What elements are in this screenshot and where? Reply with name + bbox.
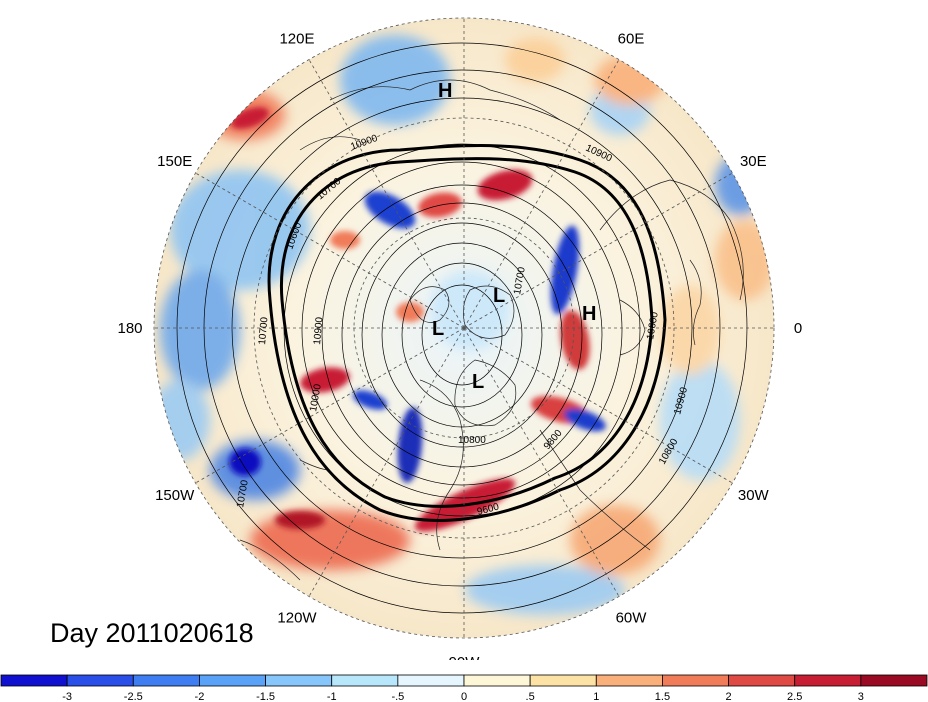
- colorbar-swatch: [331, 674, 399, 687]
- colorbar-tick-label: 0: [461, 691, 467, 702]
- colorbar-swatch: [265, 674, 333, 687]
- meridian-line: [308, 327, 465, 597]
- longitude-label: 90W: [449, 654, 481, 660]
- contour-label: 10900: [312, 316, 325, 345]
- colorbar-swatch: [66, 674, 134, 687]
- meridian-line: [463, 327, 620, 597]
- colorbar-swatch: [794, 674, 862, 687]
- colorbar-tick-label: -3: [62, 691, 72, 702]
- colorbar-tick-label: -1.5: [256, 691, 275, 702]
- meridian-lines: [154, 18, 774, 638]
- meridian-line: [308, 59, 465, 329]
- colorbar-swatch: [0, 674, 68, 687]
- meridian-line: [195, 327, 465, 484]
- contour-label: 10800: [458, 435, 486, 446]
- contour-label: 10700: [235, 479, 251, 509]
- longitude-label: 150E: [157, 153, 192, 170]
- contour-label: 10700: [512, 266, 528, 296]
- longitude-label: 120W: [277, 609, 317, 626]
- colorbar-tick-label: 1.5: [655, 691, 670, 702]
- meridian-line: [463, 327, 733, 484]
- meridian-line: [195, 172, 465, 329]
- contour-label: 10700: [257, 316, 270, 345]
- colorbar-tick-label: .5: [526, 691, 535, 702]
- contour-label: 10000: [308, 383, 324, 413]
- contour-label: 10600: [645, 311, 661, 341]
- longitude-labels: 90E 60E 30E 0 30W 60W 90W 120W 150W 180 150E 120E: [117, 0, 802, 660]
- low-pressure-label: L: [432, 318, 444, 340]
- day-title: Day 2011020618: [50, 618, 254, 648]
- colorbar-swatch: [463, 674, 531, 687]
- low-pressure-label: L: [472, 371, 484, 393]
- colorbar-swatch: [595, 674, 663, 687]
- colorbar: -3 -2.5 -2 -1.5 -1 -.5 0 .5 1 1.5 2 2.5 3: [0, 673, 928, 702]
- colorbar-tick-label: 3: [858, 691, 864, 702]
- longitude-label: 180: [117, 320, 142, 337]
- colorbar-swatch: [199, 674, 266, 687]
- pressure-system-labels: H L L L H: [432, 80, 596, 393]
- longitude-label: 30E: [740, 153, 767, 170]
- low-pressure-label: L: [493, 285, 505, 307]
- meridian-line: [463, 172, 733, 329]
- colorbar-swatch: [662, 674, 729, 687]
- longitude-label: 120E: [279, 31, 314, 48]
- colorbar-tick-label: -.5: [391, 691, 404, 702]
- longitude-label: 90E: [451, 0, 478, 3]
- colorbar-swatch: [860, 674, 928, 687]
- longitude-label: 0: [794, 320, 802, 337]
- colorbar-tick-label: 1: [593, 691, 599, 702]
- longitude-label: 60W: [616, 609, 648, 626]
- colorbar-swatch: [728, 674, 796, 687]
- meridian-line: [463, 59, 620, 329]
- colorbar-tick-label: 2.5: [787, 691, 802, 702]
- longitude-label: 60E: [618, 31, 645, 48]
- colorbar-swatch: [132, 674, 200, 687]
- high-pressure-label: H: [438, 80, 452, 102]
- high-pressure-label: H: [582, 303, 596, 325]
- colorbar-tick-label: -1: [327, 691, 337, 702]
- colorbar-swatch: [529, 674, 597, 687]
- colorbar-tick-label: -2.5: [124, 691, 143, 702]
- colorbar-tick-label: 2: [726, 691, 732, 702]
- longitude-label: 150W: [155, 487, 195, 504]
- longitude-label: 30W: [738, 487, 770, 504]
- colorbar-tick-label: -2: [195, 691, 205, 702]
- polar-map: H L L L H 10900 10900 10700 10600 10700 …: [117, 0, 802, 660]
- colorbar-swatch: [397, 674, 465, 687]
